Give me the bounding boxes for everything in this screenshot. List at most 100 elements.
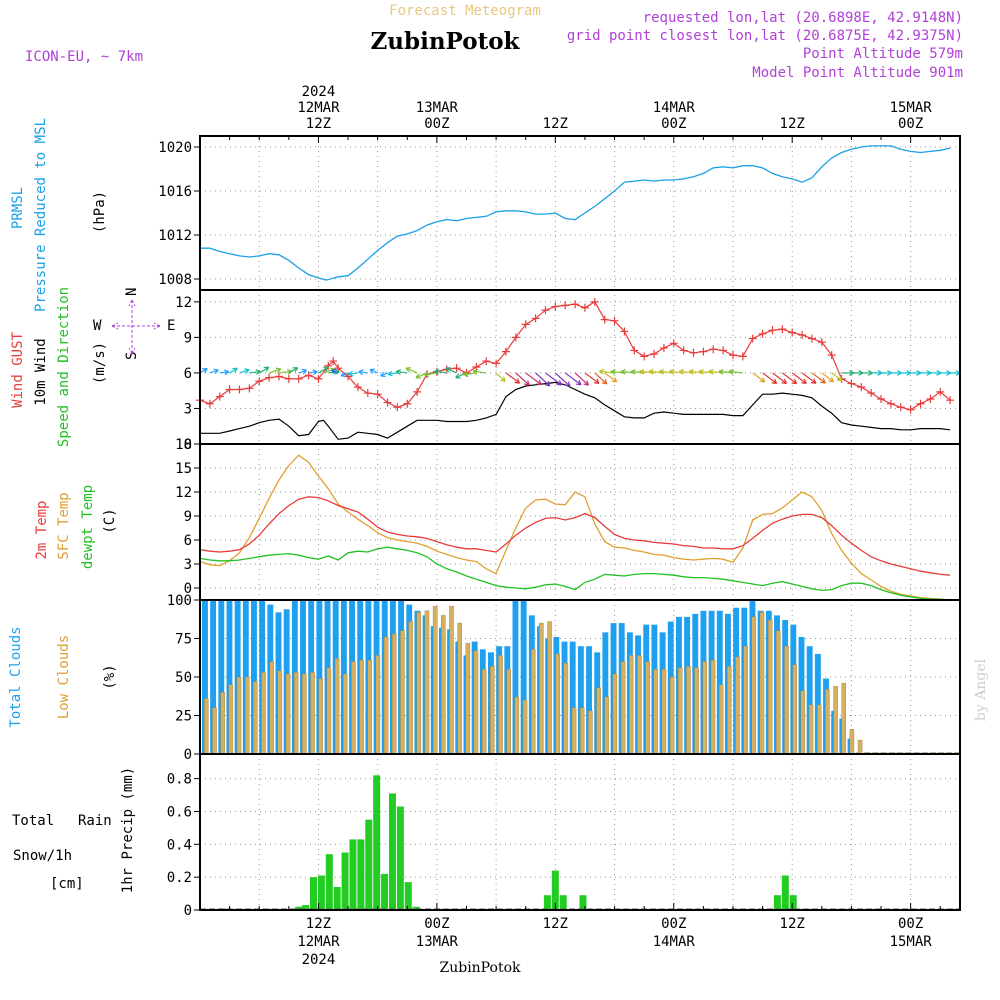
gust-point-marker [659,344,668,353]
gust-point-marker [896,403,905,412]
time-label-bottom: 12Z [543,916,568,932]
wind-arrow-head [630,368,636,375]
time-label-top: 14MAR [653,100,696,116]
time-label-top: 12Z [780,116,805,132]
time-label-top: 15MAR [890,100,933,116]
low-clouds-bar [816,704,822,755]
gust-point-marker [650,349,659,358]
low-clouds-bar [563,662,569,755]
panel-frame-temp [199,443,961,601]
wind-arrow-head [415,373,421,379]
rain-bar [295,906,303,910]
gust-point-marker [630,346,639,355]
gust-point-marker [709,345,718,354]
label-low-clouds: Low Clouds [56,635,72,719]
low-clouds-bar [702,661,708,755]
label-pressure-msl: Pressure Reduced to MSL [33,118,49,312]
low-clouds-bar [735,656,740,755]
series-sfc-temp-line [199,454,951,601]
low-clouds-bar [669,676,675,755]
rain-bar [381,873,389,910]
gust-point-marker [245,384,254,393]
wind-arrow-head [728,368,734,375]
y-tick-label: 0.8 [167,772,192,788]
wind-arrow-head [698,368,704,375]
wind-arrow-head [445,367,451,373]
gust-point-marker [738,352,747,361]
wind-arrow-head [312,369,318,376]
wind-direction-arrow [288,367,298,374]
total-clouds-bar [251,600,257,754]
y-tick-label: 9 [184,330,192,346]
wind-direction-arrow [495,372,506,382]
low-clouds-bar [449,605,454,755]
gust-point-marker [877,394,886,403]
wind-arrow-head [601,378,608,385]
point-altitude: Point Altitude 579m [803,46,963,62]
gust-point-marker [936,387,945,396]
gust-point-marker [373,390,382,399]
wind-direction-arrow [821,372,834,383]
rain-bar [773,895,781,910]
gust-point-marker [353,383,362,392]
gust-point-marker [788,328,797,337]
wind-direction-arrow [424,372,437,376]
wind-arrow-head [232,367,238,373]
wind-direction-arrow [445,367,457,374]
wind-arrow-head [916,369,922,376]
total-clouds-bar [218,600,225,754]
rain-bar [333,887,341,910]
low-clouds-bar [367,659,373,755]
label-total: Total [12,813,54,829]
wind-direction-arrow [199,368,208,374]
wind-direction-arrow [348,372,359,375]
wind-direction-arrow [340,372,349,377]
low-clouds-bar [808,704,814,755]
wind-arrow-head [610,368,616,375]
wind-arrow-head [213,368,219,375]
wind-arrow-head [718,368,724,375]
time-label-bottom: 00Z [424,916,449,932]
wind-arrow-head [620,368,626,375]
wind-arrow-head [455,373,461,379]
wind-direction-arrow [298,369,307,374]
low-clouds-bar [326,667,332,755]
wind-direction-arrow [472,370,487,374]
wind-arrow-head [688,368,694,375]
gust-point-marker [314,374,323,383]
gust-point-marker [413,387,422,396]
low-clouds-bar [506,669,511,755]
rain-bar [349,839,357,910]
wind-direction-arrow [239,369,250,374]
time-label-top: 12MAR [297,100,340,116]
wind-arrow-head [524,380,530,386]
total-clouds-bar [226,600,233,754]
wind-arrow-head [564,381,571,387]
label-wind-gust: Wind GUST [10,332,26,408]
wind-arrow-head [340,371,347,377]
y-tick-label: 0 [184,437,192,453]
wind-arrow-head [544,381,551,387]
low-clouds-bar [514,696,520,755]
low-clouds-bar [498,655,503,755]
low-clouds-bar [530,649,536,755]
gust-point-marker [452,364,461,373]
total-clouds-bar [316,600,323,754]
gust-point-marker [857,383,866,392]
gust-point-marker [946,396,955,405]
panel-frame-precip [199,753,961,911]
wind-arrow-head [926,369,932,376]
low-clouds-bar [408,621,413,755]
wind-direction-arrow [308,371,318,374]
wind-arrow-head [331,368,337,375]
low-clouds-bar [285,673,291,755]
y-tick-label: 1016 [158,184,192,200]
low-clouds-bar [718,684,724,755]
wind-direction-arrow [535,372,551,387]
wind-direction-arrow [554,372,571,387]
wind-arrow-head [275,367,282,374]
rain-bar [551,870,559,910]
wind-direction-arrow [594,372,608,385]
time-label-bottom: 14MAR [653,934,696,950]
wind-direction-arrow [772,372,787,384]
